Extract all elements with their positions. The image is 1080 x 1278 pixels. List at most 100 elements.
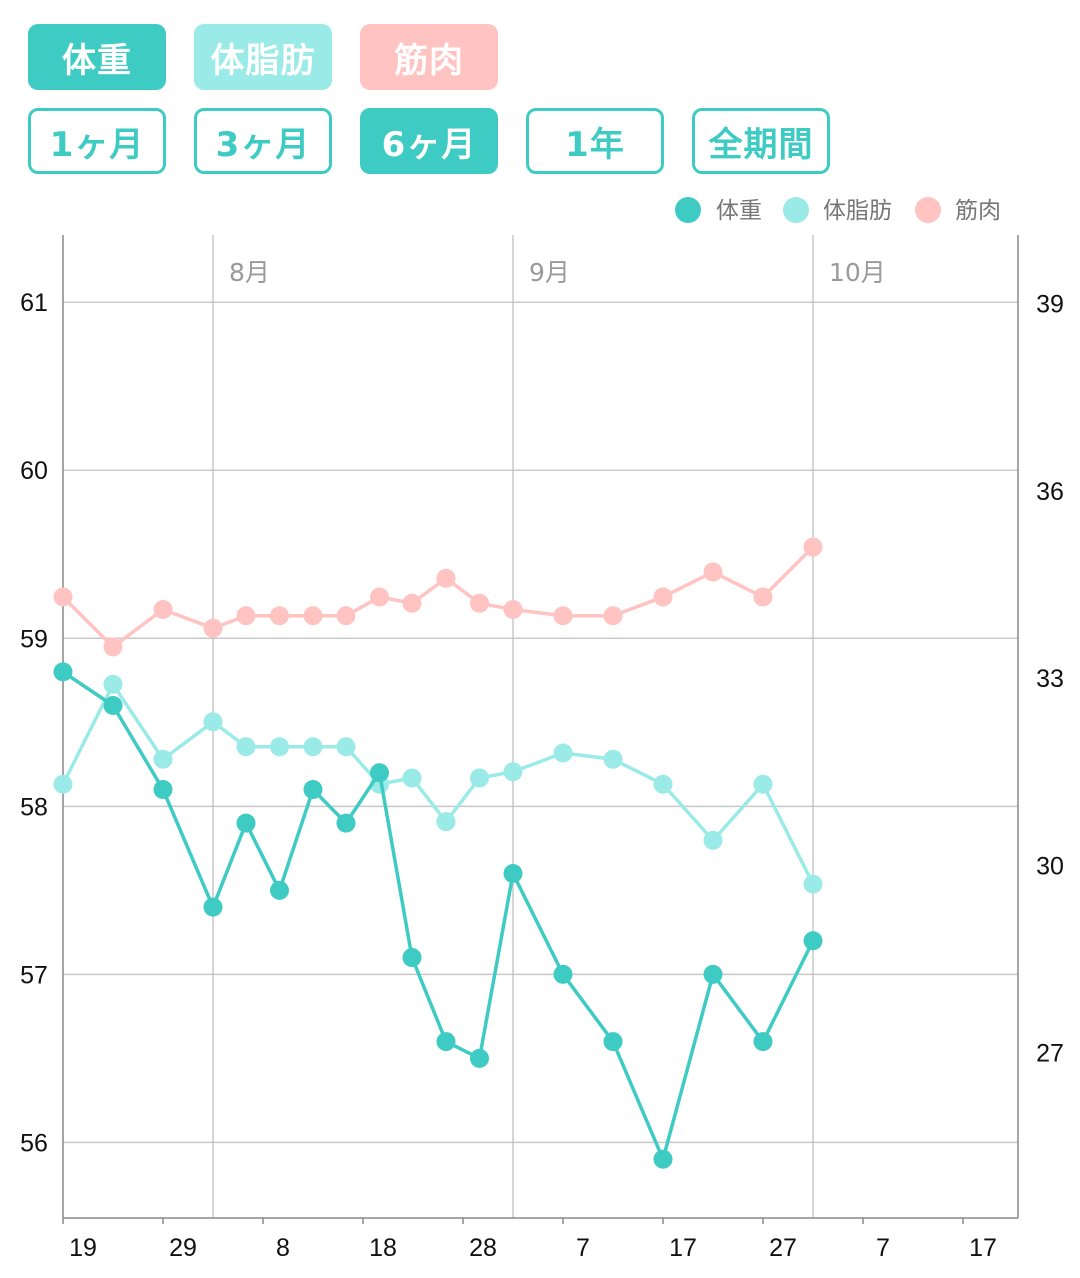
x-axis-tick-label: 7 [876, 1234, 890, 1262]
body-fat-line [61, 682, 815, 885]
muscle-point [803, 537, 823, 557]
x-axis-tick-label: 18 [369, 1234, 397, 1262]
period-button-all-time[interactable]: 全期間 [692, 108, 830, 174]
x-axis-tick-label: 8 [276, 1234, 290, 1262]
left-axis-tick-label: 58 [20, 793, 48, 821]
metric-button-body-fat[interactable]: 体脂肪 [194, 24, 332, 90]
right-axis-tick-label: 33 [1036, 665, 1064, 693]
left-axis-tick-label: 56 [20, 1129, 48, 1157]
legend-muscle-marker [915, 197, 941, 223]
body-fat-point [436, 812, 456, 832]
legend-weight-label: 体重 [716, 198, 762, 224]
month-label: 8月 [229, 258, 270, 287]
muscle-point [436, 568, 456, 588]
weight-point [603, 1032, 623, 1052]
weight-point [402, 948, 422, 968]
right-axis-tick-label: 36 [1036, 478, 1064, 506]
weight-point [303, 780, 323, 800]
x-axis-tick-label: 17 [669, 1234, 697, 1262]
x-axis-tick-label: 29 [169, 1234, 197, 1262]
muscle-point [270, 606, 289, 626]
muscle-point [336, 606, 356, 626]
legend-muscle-label: 筋肉 [955, 198, 1001, 224]
right-axis-tick-label: 30 [1036, 852, 1064, 880]
left-axis-tick-label: 61 [20, 289, 48, 317]
period-button-1-year[interactable]: 1年 [526, 108, 664, 174]
weight-point [103, 695, 123, 715]
body-fat-point [653, 774, 673, 794]
metric-button-weight[interactable]: 体重 [28, 24, 166, 90]
right-axis-tick-label: 27 [1036, 1040, 1064, 1068]
body-fat-point [470, 768, 489, 788]
weight-point [653, 1149, 673, 1169]
muscle-point [303, 606, 323, 626]
period-button-1-month[interactable]: 1ヶ月 [28, 108, 166, 174]
muscle-point [753, 587, 773, 607]
muscle-point [153, 599, 173, 619]
body-fat-point [753, 774, 773, 794]
metric-button-muscle[interactable]: 筋肉 [360, 24, 498, 90]
weight-point [703, 964, 723, 984]
body-fat-point [236, 737, 256, 757]
left-axis-tick-label: 59 [20, 625, 48, 653]
muscle-point [236, 606, 256, 626]
weight-point [803, 931, 823, 951]
weight-point [503, 864, 523, 884]
body-fat-point [270, 737, 289, 757]
body-fat-point [503, 762, 523, 782]
x-axis-tick-label: 19 [69, 1234, 97, 1262]
weight-point [270, 880, 289, 900]
muscle-point [703, 562, 723, 582]
weight-point [236, 813, 256, 833]
weight-point [336, 813, 356, 833]
right-axis-tick-label: 39 [1036, 291, 1064, 319]
weight-point [436, 1032, 456, 1052]
x-axis-tick-label: 28 [469, 1234, 497, 1262]
body-fat-point [603, 749, 623, 769]
muscle-point [103, 637, 123, 657]
muscle-point [370, 587, 389, 607]
body-fat-point [336, 737, 356, 757]
period-button-3-months[interactable]: 3ヶ月 [194, 108, 332, 174]
month-label: 10月 [829, 258, 886, 287]
muscle-point [503, 599, 523, 619]
muscle-point [470, 593, 489, 613]
weight-point [203, 897, 223, 917]
legend-weight-marker [675, 197, 701, 223]
weight-point [153, 780, 173, 800]
body-fat-point [103, 674, 123, 694]
weight-point [553, 964, 573, 984]
period-button-6-months[interactable]: 6ヶ月 [360, 108, 498, 174]
weight-point [753, 1032, 773, 1052]
muscle-line [61, 545, 815, 649]
x-axis-tick-label: 17 [969, 1234, 997, 1262]
body-fat-point [303, 737, 323, 757]
weight-line [62, 670, 815, 1161]
muscle-point [603, 606, 623, 626]
body-fat-point [153, 749, 173, 769]
x-axis-tick-label: 27 [769, 1234, 797, 1262]
muscle-point [402, 593, 422, 613]
weight-point [370, 763, 389, 783]
muscle-point [653, 587, 673, 607]
muscle-point [553, 606, 573, 626]
muscle-point [203, 618, 223, 638]
body-fat-point [203, 712, 223, 732]
body-fat-point [553, 743, 573, 763]
muscle-point [53, 587, 73, 607]
weight-point [53, 662, 73, 682]
chart-legend: 体重 体脂肪 筋肉 [675, 197, 1001, 224]
month-label: 9月 [529, 258, 570, 287]
chart-series [53, 537, 823, 1169]
body-fat-point [53, 774, 73, 794]
left-axis-tick-label: 57 [20, 961, 48, 989]
x-axis-tick-label: 7 [576, 1234, 590, 1262]
chart-axes: 61 60 59 58 57 56 39 36 33 30 27 8月 9月 10月 19 29 8 18 28 7 1… [20, 235, 1064, 1262]
body-fat-point [402, 768, 422, 788]
body-fat-point [803, 874, 823, 894]
legend-body-fat-label: 体脂肪 [823, 198, 892, 224]
body-fat-point [703, 830, 723, 850]
legend-body-fat-marker [783, 197, 809, 223]
left-axis-tick-label: 60 [20, 457, 48, 485]
